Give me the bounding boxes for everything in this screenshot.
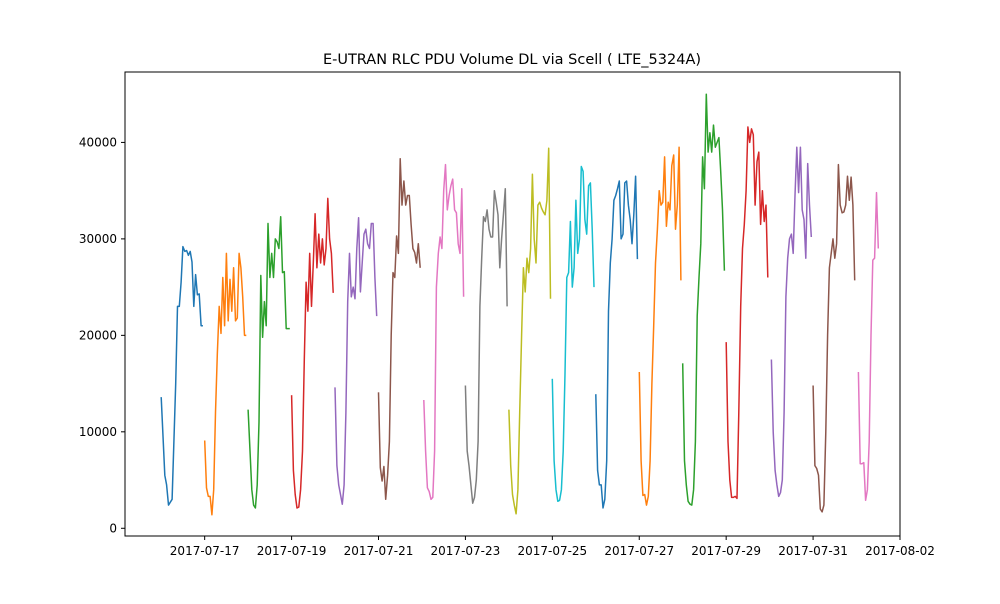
y-tick-label: 40000 xyxy=(79,135,117,149)
chart-title: E-UTRAN RLC PDU Volume DL via Scell ( LT… xyxy=(323,52,701,68)
x-tick-label: 2017-07-19 xyxy=(257,544,327,558)
series-line-2 xyxy=(203,252,247,516)
series-line-10 xyxy=(551,165,595,503)
x-tick-label: 2017-07-31 xyxy=(778,544,848,558)
series-line-7 xyxy=(423,163,465,501)
series-line-5 xyxy=(334,216,378,505)
x-tick-label: 2017-07-21 xyxy=(344,544,414,558)
y-tick-label: 30000 xyxy=(79,232,117,246)
series-line-12 xyxy=(638,146,682,506)
x-tick-label: 2017-07-23 xyxy=(431,544,501,558)
series-line-15 xyxy=(770,146,813,498)
x-tick-label: 2017-07-25 xyxy=(517,544,587,558)
y-tick-label: 0 xyxy=(109,521,117,535)
x-tick-label: 2017-07-27 xyxy=(604,544,674,558)
x-tick-label: 2017-08-02 xyxy=(865,544,935,558)
series-line-8 xyxy=(464,187,508,504)
series-line-11 xyxy=(595,175,639,509)
series-line-14 xyxy=(725,126,769,500)
y-tick-label: 10000 xyxy=(79,425,117,439)
series-line-9 xyxy=(508,147,552,515)
series-line-13 xyxy=(681,93,726,506)
series-line-4 xyxy=(290,197,334,509)
plot-frame xyxy=(124,71,901,537)
series-line-16 xyxy=(812,163,856,513)
series-line-17 xyxy=(857,191,880,502)
y-tick-label: 20000 xyxy=(79,328,117,342)
axes-layer: 2017-07-17 2017-07-19 2017-07-21 2017-07-23… xyxy=(79,71,935,558)
series-layer xyxy=(160,93,880,516)
x-tick-label: 2017-07-17 xyxy=(170,544,240,558)
series-line-3 xyxy=(247,215,290,509)
series-line-1 xyxy=(160,245,203,506)
x-tick-label: 2017-07-29 xyxy=(691,544,761,558)
series-line-6 xyxy=(377,158,421,501)
